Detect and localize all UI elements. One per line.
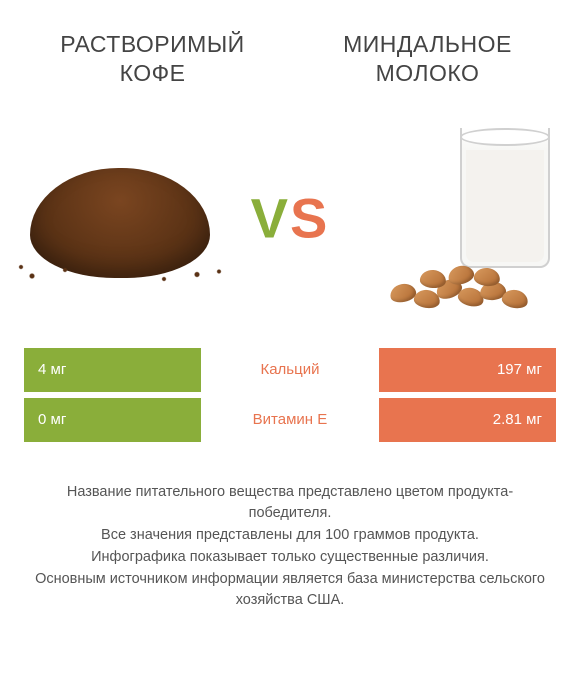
- right-value: 197 мг: [379, 348, 556, 392]
- right-product-image: [380, 128, 560, 308]
- right-product-title: Миндальное молоко: [315, 30, 540, 88]
- nutrient-label: Кальций: [201, 348, 378, 392]
- left-product-title: Растворимый кофе: [40, 30, 265, 88]
- table-row: 4 мг Кальций 197 мг: [24, 348, 556, 392]
- left-value: 4 мг: [24, 348, 201, 392]
- nutrient-table: 4 мг Кальций 197 мг 0 мг Витамин E 2.81 …: [0, 348, 580, 442]
- vs-label: VS: [251, 185, 330, 250]
- left-product-image: [10, 138, 230, 298]
- footnote: Название питательного вещества представл…: [0, 482, 580, 613]
- table-row: 0 мг Витамин E 2.81 мг: [24, 398, 556, 442]
- left-value: 0 мг: [24, 398, 201, 442]
- header: Растворимый кофе Миндальное молоко: [0, 0, 580, 98]
- vs-row: VS: [0, 108, 580, 328]
- vs-v: V: [251, 186, 290, 249]
- vs-s: S: [290, 186, 329, 249]
- right-value: 2.81 мг: [379, 398, 556, 442]
- nutrient-label: Витамин E: [201, 398, 378, 442]
- almond-milk-icon: [380, 128, 560, 308]
- coffee-powder-icon: [10, 138, 230, 298]
